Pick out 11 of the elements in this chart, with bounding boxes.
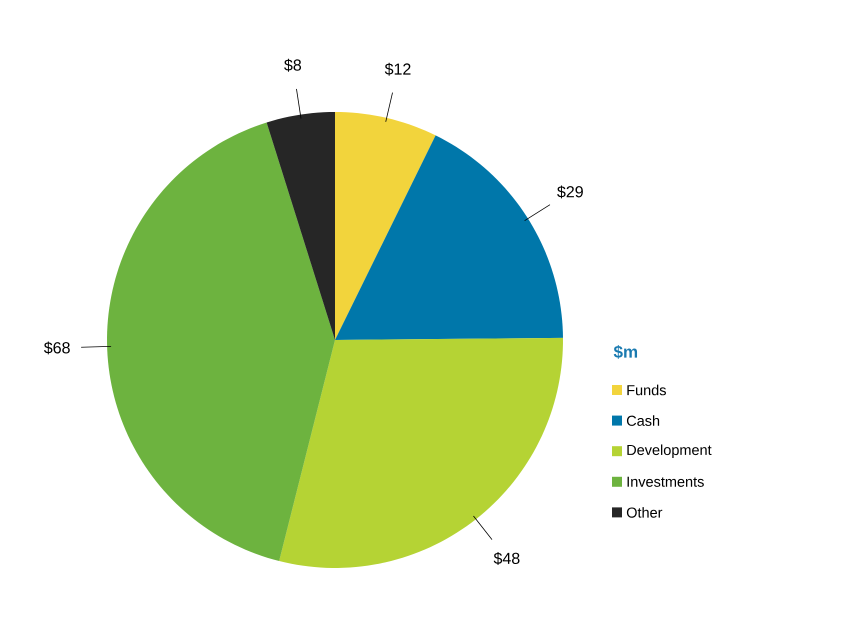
data-label: $12: [384, 62, 411, 76]
legend-label: Cash: [626, 415, 660, 426]
data-label: $29: [557, 185, 583, 198]
legend-label: Development: [627, 444, 712, 458]
legend-label: Funds: [627, 384, 666, 396]
legend-title: $m: [614, 345, 638, 359]
data-label: $68: [44, 341, 70, 354]
legend-label: Investments: [628, 476, 704, 487]
legend-label: Other: [626, 507, 662, 518]
data-label: $8: [284, 58, 302, 72]
data-label: $48: [494, 552, 520, 565]
